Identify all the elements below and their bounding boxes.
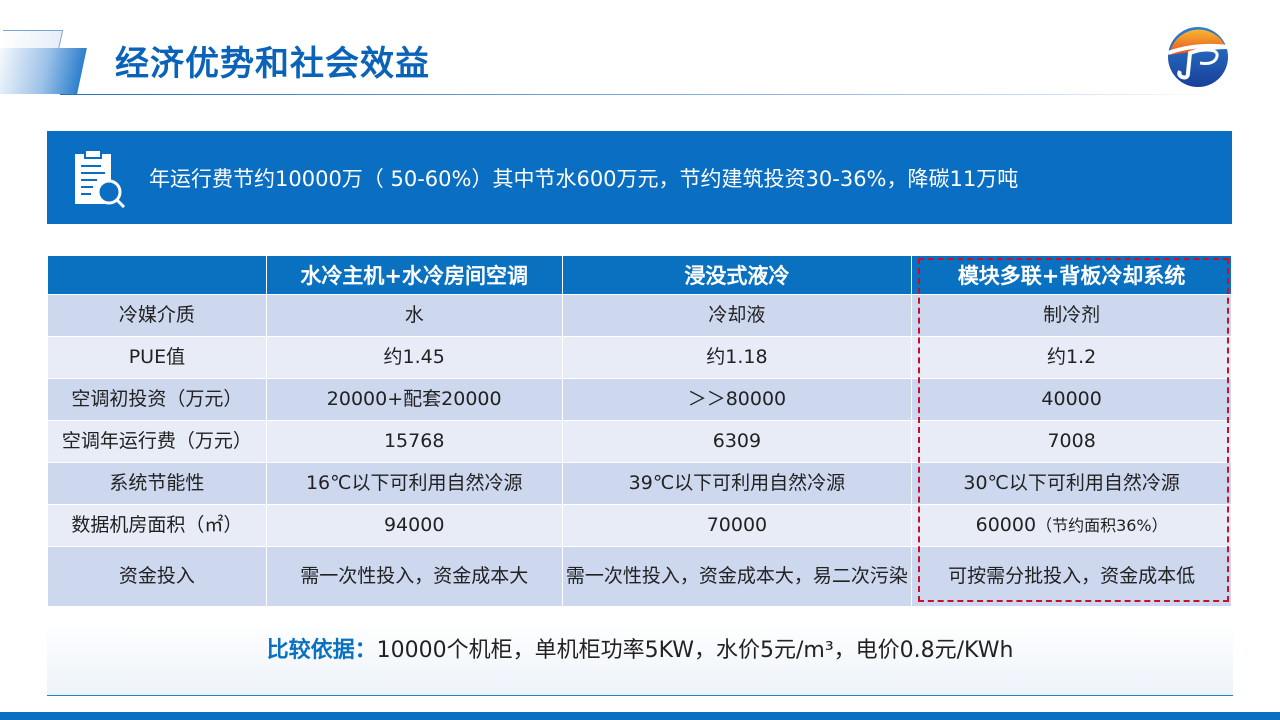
table-cell: 水 bbox=[265, 294, 563, 337]
clipboard-search-icon bbox=[75, 148, 126, 208]
table-cell: ＞＞80000 bbox=[561, 378, 913, 421]
row-label: PUE值 bbox=[47, 336, 267, 379]
table-cell: 制冷剂 bbox=[911, 294, 1232, 337]
table-cell: 39℃以下可利用自然冷源 bbox=[561, 462, 913, 505]
table-row: 数据机房面积（㎡） 94000 70000 60000（节约面积36%） bbox=[47, 504, 1232, 547]
table-cell: 40000 bbox=[911, 378, 1232, 421]
column-header: 浸没式液冷 bbox=[561, 255, 913, 295]
cell-text: 40000 bbox=[1041, 388, 1102, 410]
cell-text: 水 bbox=[404, 304, 424, 326]
cell-text: 冷媒介质 bbox=[118, 304, 195, 326]
table-row: PUE值 约1.45 约1.18 约1.2 bbox=[47, 336, 1232, 379]
table-cell: 约1.2 bbox=[911, 336, 1232, 379]
cell-text: 39℃以下可利用自然冷源 bbox=[628, 472, 846, 494]
table-cell: 需一次性投入，资金成本大，易二次污染 bbox=[561, 546, 913, 607]
table-row: 资金投入 需一次性投入，资金成本大 需一次性投入，资金成本大，易二次污染 可按需分批投… bbox=[47, 546, 1232, 607]
comparison-table: 水冷主机+水冷房间空调 浸没式液冷 模块多联+背板冷却系统 冷媒介质 水 冷却液 制冷… bbox=[47, 255, 1232, 607]
comparison-basis: 比较依据：10000个机柜，单机柜功率5KW，水价5元/m³，电价0.8元/KW… bbox=[0, 632, 1280, 664]
header-decoration-bar bbox=[0, 48, 87, 94]
cell-text: 数据机房面积（㎡） bbox=[71, 514, 243, 536]
area-saving-note: （节约面积36%） bbox=[1036, 516, 1168, 535]
cell-text: PUE值 bbox=[128, 346, 186, 368]
table-cell: 20000+配套20000 bbox=[265, 378, 563, 421]
cell-text: 94000 bbox=[383, 514, 445, 536]
cell-text: 20000+配套20000 bbox=[326, 388, 502, 410]
cell-text: 可按需分批投入，资金成本低 bbox=[948, 565, 1196, 587]
table-cell: 6309 bbox=[561, 420, 913, 463]
summary-text: 年运行费节约10000万（ 50-60%）其中节水600万元，节约建筑投资30-… bbox=[149, 166, 1019, 191]
cell-text: 约1.2 bbox=[1047, 346, 1097, 368]
cell-text: ＞＞80000 bbox=[687, 388, 787, 410]
cell-text: 7008 bbox=[1047, 430, 1096, 452]
column-header bbox=[47, 255, 267, 295]
cell-text: 70000 bbox=[706, 514, 768, 536]
table-cell: 16℃以下可利用自然冷源 bbox=[265, 462, 563, 505]
basis-label: 比较依据： bbox=[266, 638, 377, 663]
cell-text: 30℃以下可利用自然冷源 bbox=[963, 472, 1180, 494]
cell-text: 冷却液 bbox=[708, 304, 766, 326]
table-header-row: 水冷主机+水冷房间空调 浸没式液冷 模块多联+背板冷却系统 bbox=[47, 255, 1232, 295]
cell-text: 空调年运行费（万元） bbox=[61, 430, 252, 452]
table-row: 冷媒介质 水 冷却液 制冷剂 bbox=[47, 294, 1232, 337]
row-label: 系统节能性 bbox=[47, 462, 267, 505]
row-label: 空调初投资（万元） bbox=[47, 378, 267, 421]
cell-text: 约1.45 bbox=[383, 346, 445, 368]
cell-text: 6309 bbox=[712, 430, 762, 452]
cell-text: 15768 bbox=[383, 430, 445, 452]
cell-text: 约1.18 bbox=[706, 346, 768, 368]
table-cell: 70000 bbox=[561, 504, 913, 547]
table-cell: 冷却液 bbox=[561, 294, 913, 337]
table-cell: 约1.18 bbox=[561, 336, 913, 379]
row-label: 资金投入 bbox=[47, 546, 267, 607]
highlight-box bbox=[918, 258, 1229, 602]
cell-text: 制冷剂 bbox=[1043, 304, 1101, 326]
cell-text: 空调初投资（万元） bbox=[71, 388, 243, 410]
basis-text: 10000个机柜，单机柜功率5KW，水价5元/m³，电价0.8元/KWh bbox=[376, 638, 1014, 663]
column-header: 水冷主机+水冷房间空调 bbox=[265, 255, 563, 295]
table-cell: 15768 bbox=[265, 420, 563, 463]
footer-divider bbox=[47, 695, 1233, 696]
bottom-bar bbox=[0, 712, 1280, 720]
table-cell: 94000 bbox=[265, 504, 563, 547]
header-divider bbox=[60, 94, 1220, 95]
table-cell: 可按需分批投入，资金成本低 bbox=[911, 546, 1232, 607]
summary-banner: 年运行费节约10000万（ 50-60%）其中节水600万元，节约建筑投资30-… bbox=[47, 131, 1232, 224]
cell-text: 60000 bbox=[975, 514, 1037, 536]
table-cell: 约1.45 bbox=[265, 336, 563, 379]
row-label: 空调年运行费（万元） bbox=[47, 420, 267, 463]
row-label: 冷媒介质 bbox=[47, 294, 267, 337]
page-title: 经济优势和社会效益 bbox=[115, 44, 430, 84]
cell-text: 系统节能性 bbox=[109, 472, 205, 494]
row-label: 数据机房面积（㎡） bbox=[47, 504, 267, 547]
table-row: 系统节能性 16℃以下可利用自然冷源 39℃以下可利用自然冷源 30℃以下可利用自然冷… bbox=[47, 462, 1232, 505]
cell-text: 需一次性投入，资金成本大，易二次污染 bbox=[565, 565, 908, 587]
table-cell: 需一次性投入，资金成本大 bbox=[265, 546, 563, 607]
table-row: 空调年运行费（万元） 15768 6309 7008 bbox=[47, 420, 1232, 463]
cell-text: 资金投入 bbox=[118, 565, 195, 587]
table-row: 空调初投资（万元） 20000+配套20000 ＞＞80000 40000 bbox=[47, 378, 1232, 421]
column-header: 模块多联+背板冷却系统 bbox=[911, 255, 1232, 295]
cell-text: 16℃以下可利用自然冷源 bbox=[305, 472, 523, 494]
company-logo-icon bbox=[1167, 27, 1229, 87]
table-cell: 60000（节约面积36%） bbox=[911, 504, 1232, 547]
cell-text: 需一次性投入，资金成本大 bbox=[300, 565, 529, 587]
